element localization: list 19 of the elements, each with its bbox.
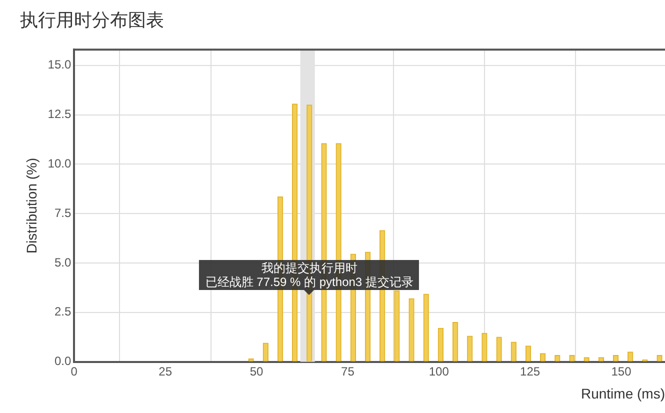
x-tick-label: 75 [341,364,355,378]
y-tick-label: 2.5 [54,304,72,319]
x-tick-label: 0 [70,364,78,378]
y-tick-label: 7.5 [54,206,72,220]
y-tick-label: 0.0 [54,354,72,368]
x-tick-label: 25 [158,364,172,378]
y-tick-label: 5.0 [54,255,72,270]
annotation: 已经战胜 77.59 % 的 python3 提交记录 [205,274,414,289]
y-axis-title: Distribution (%) [23,158,40,254]
x-tick-label: 100 [428,364,450,378]
x-axis-title: Runtime (ms) [580,385,665,402]
x-tick-label: 125 [520,364,540,378]
x-tick-label: 50 [250,364,264,378]
y-tick-label: 12.5 [48,107,72,122]
y-tick-label: 15.0 [48,58,72,72]
y-tick-label: 10.0 [48,156,72,171]
x-tick-label: 150 [611,364,632,378]
chart-title: 执行用时分布图表 [20,10,164,30]
annotation: 我的提交执行用时 [260,260,358,275]
